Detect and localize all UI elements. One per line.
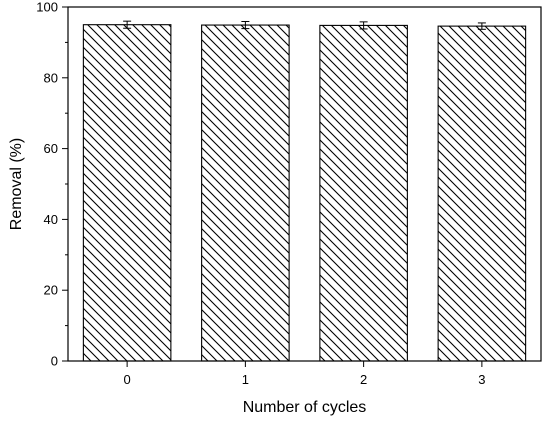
bar-cycle-2 [319,24,408,362]
y-tick-label-0: 0 [51,354,58,369]
x-tick-label-1: 1 [242,372,249,387]
bar-cycle-1 [201,24,290,362]
error-bar-cycle-1 [241,21,250,30]
y-tick-label-40: 40 [44,212,58,227]
y-axis-title: Removal (%) [8,138,25,230]
x-tick-label-3: 3 [478,372,485,387]
y-tick-label-80: 80 [44,70,58,85]
error-bars-layer [123,20,486,30]
error-bar-cycle-0 [123,20,132,29]
y-tick-label-20: 20 [44,283,58,298]
bars-layer [82,24,527,362]
error-bar-cycle-2 [359,21,368,30]
x-tick-label-2: 2 [360,372,367,387]
y-tick-label-100: 100 [36,0,58,15]
x-axis-title: Number of cycles [243,399,367,416]
x-tick-label-0: 0 [124,372,131,387]
bar-cycle-0 [82,24,172,362]
y-tick-label-60: 60 [44,141,58,156]
bar-cycle-3 [437,25,527,362]
error-bar-cycle-3 [477,22,486,30]
ticks-layer: 0 1 2 3 0 20 40 60 80 100 [36,0,485,387]
